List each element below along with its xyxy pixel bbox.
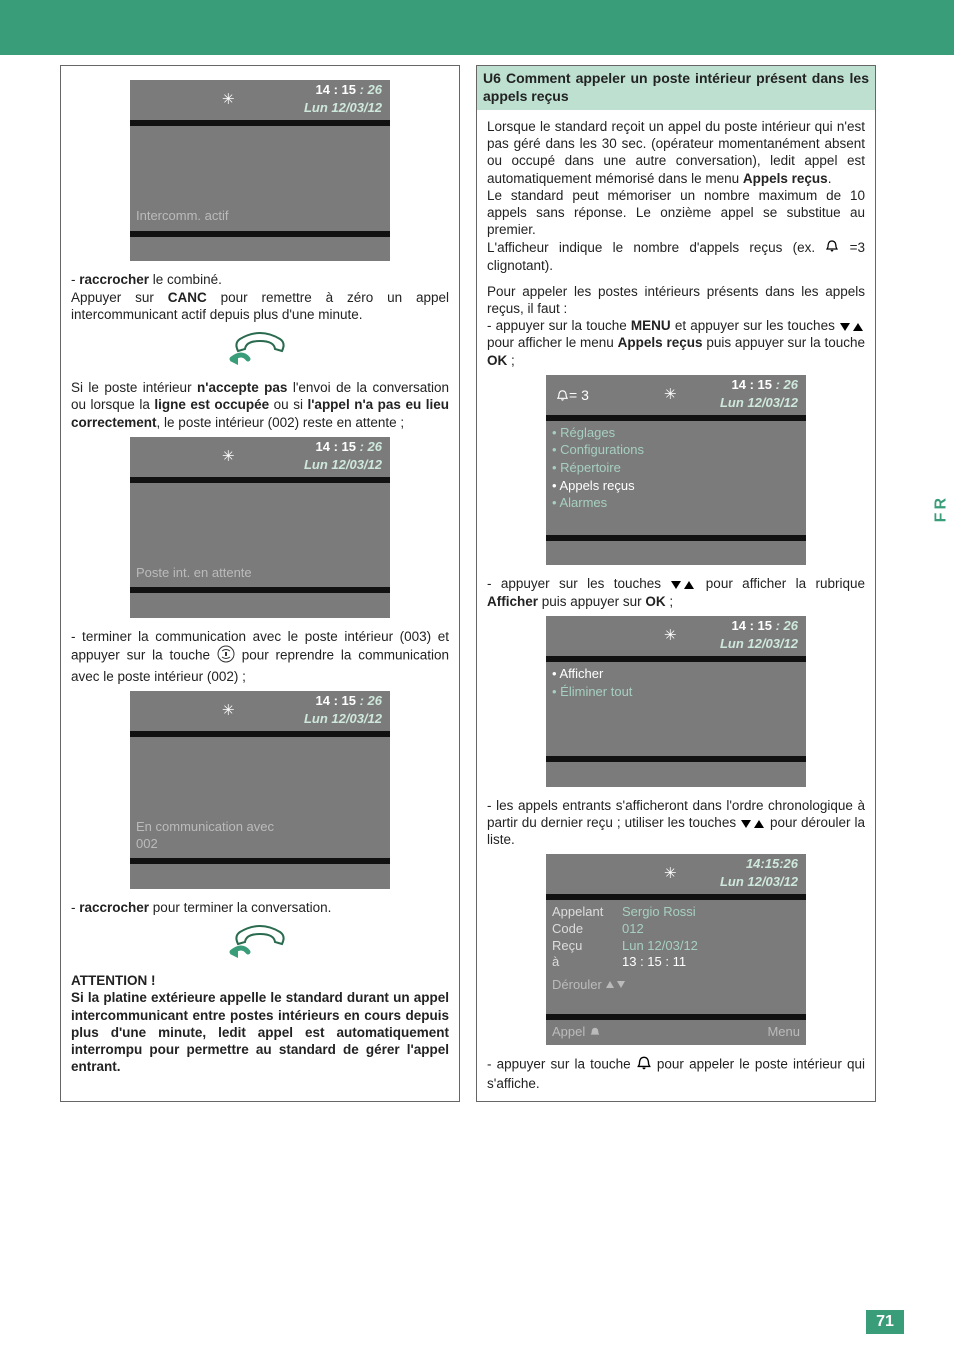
sun-icon: ✳ [222,447,235,466]
text: - [71,272,79,287]
lcd-screen-in-comm: ✳ 14 : 15 : 26 Lun 12/03/12 En communica… [130,691,390,889]
handset-hangup-icon [220,329,300,369]
lcd-screen-menu: = 3 ✳ 14 : 15 : 26 Lun 12/03/12 • Réglag… [546,375,806,566]
menu-item: • Alarmes [552,495,800,513]
page-number: 71 [866,1310,904,1334]
screen-status-text: 002 [136,836,384,853]
lcd-screen-intercom-active: ✳ 14 : 15 : 26 Lun 12/03/12 Intercomm. a… [130,80,390,261]
top-bar [0,0,954,55]
sun-icon: ✳ [664,864,677,883]
menu-item: • Réglages [552,425,800,443]
handset-hangup-icon [220,922,300,962]
page-side-label: FR [932,495,950,522]
sun-icon: ✳ [664,626,677,645]
screen-status-text: Intercomm. actif [136,208,384,225]
text: L'afficheur indique le nombre d'appels r… [487,240,825,255]
sun-icon: ✳ [664,385,677,404]
down-up-arrow-icon [670,578,696,591]
menu-item: • Éliminer tout [552,684,800,702]
bell-icon: = 3 [556,387,589,405]
down-up-arrow-icon [839,320,865,333]
hold-button-icon [217,645,235,667]
sun-icon: ✳ [222,90,235,109]
menu-item: • Configurations [552,442,800,460]
screen-status-text: En communication avec [136,819,384,836]
bell-icon [825,239,839,257]
text: - [71,900,79,915]
attention-body: Si la platine extérieure appelle le stan… [71,990,449,1074]
text: le combiné. [149,272,222,287]
text: Si le poste intérieur [71,380,197,395]
menu-item-selected: • Afficher [552,666,800,684]
scroll-label: Dérouler [552,977,602,992]
content-columns: ✳ 14 : 15 : 26 Lun 12/03/12 Intercomm. a… [0,55,954,1102]
appel-label: Appel [552,1024,585,1039]
text: CANC [168,290,207,305]
down-up-arrow-icon [740,817,766,830]
lcd-screen-afficher: ✳ 14 : 15 : 26 Lun 12/03/12 • Afficher •… [546,616,806,787]
left-column: ✳ 14 : 15 : 26 Lun 12/03/12 Intercomm. a… [60,65,460,1102]
text: Appuyer sur [71,290,168,305]
right-column: U6 Comment appeler un poste intérieur pr… [476,65,876,1102]
menu-item-selected: • Appels reçus [552,478,800,496]
caller-label: Appelant [552,904,622,921]
section-heading: U6 Comment appeler un poste intérieur pr… [477,66,875,110]
lcd-screen-caller: ✳ 14:15:26 Lun 12/03/12 Appelant Sergio … [546,854,806,1045]
lcd-screen-on-hold: ✳ 14 : 15 : 26 Lun 12/03/12 Poste int. e… [130,437,390,618]
text: Pour appeler les postes intérieurs prése… [487,283,865,318]
attention-title: ATTENTION ! [71,973,156,988]
menu-item: • Répertoire [552,460,800,478]
menu-label: Menu [767,1024,800,1041]
caller-value: Sergio Rossi [622,904,800,921]
text: raccrocher [79,272,149,287]
text: Le standard peut mémoriser un nombre max… [487,187,865,239]
sun-icon: ✳ [222,701,235,720]
bell-icon [636,1055,652,1075]
screen-status-text: Poste int. en attente [136,565,384,582]
